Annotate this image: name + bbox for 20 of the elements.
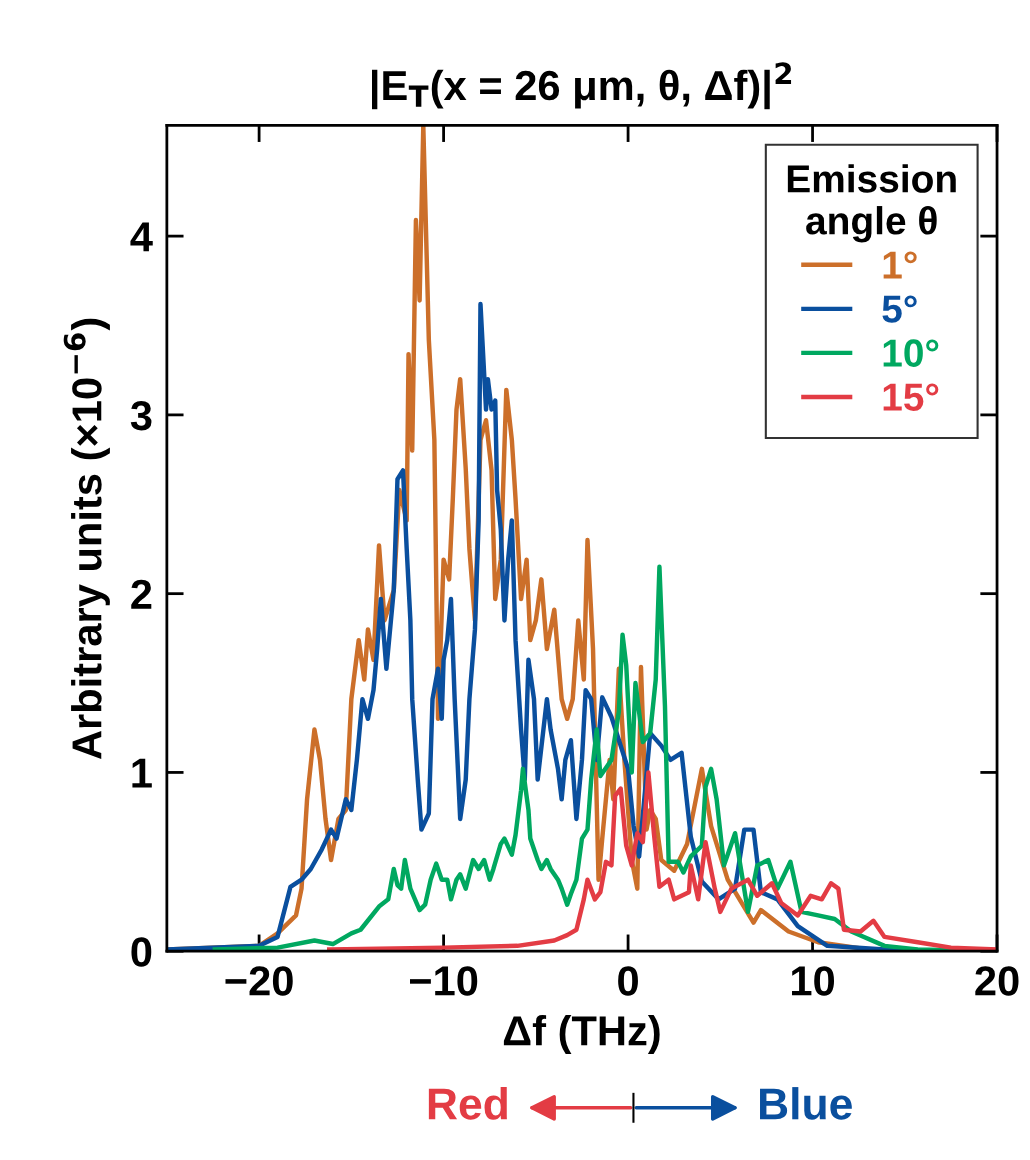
legend-label: 5° [882, 295, 917, 323]
x-tick-label: −10 [409, 966, 478, 996]
y-tick-label: 3 [130, 400, 152, 431]
x-tick-label: 20 [975, 966, 1019, 996]
y-axis-title: Arbitrary units (×10$^{−6}$) [63, 318, 110, 760]
x-tick-label: −20 [225, 966, 293, 996]
text: Blue [760, 1087, 852, 1120]
y-tick-label: 1 [132, 758, 152, 788]
legend-title: Emission angle θ [787, 164, 956, 243]
x-axis-title: Δf (THz) [503, 1015, 660, 1054]
legend-label: 1° [883, 251, 917, 279]
y-tick-label: 4 [130, 222, 153, 252]
legend-label: 10° [883, 339, 939, 367]
text: Red [428, 1087, 507, 1120]
chart-title: |E$_{T}$(x = 26 μm, θ, Δf)|$^{2}$ [372, 62, 792, 110]
x-tick-label: 0 [618, 966, 638, 996]
y-tick-label: 2 [131, 579, 152, 609]
y-tick-label: 0 [131, 937, 152, 967]
legend-label: 15° [883, 383, 939, 411]
x-tick-label: 10 [792, 966, 835, 996]
